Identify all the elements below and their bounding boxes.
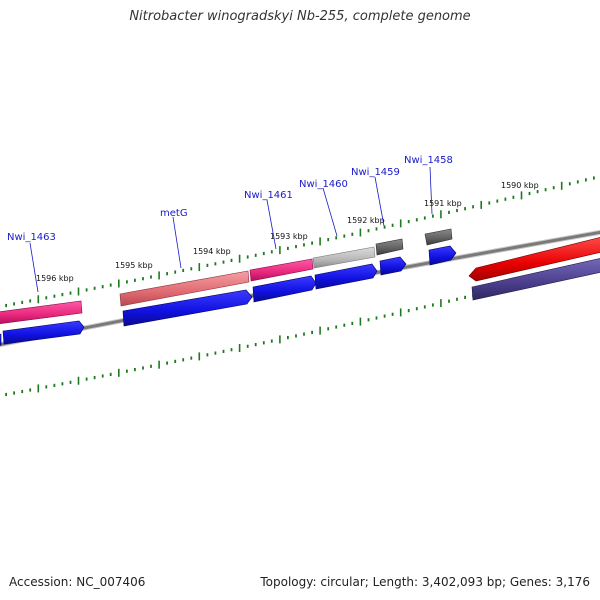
cds-arrow-nwi-1458[interactable] <box>428 245 457 266</box>
ruler-label-1593: 1593 kbp <box>270 232 308 241</box>
ruler-ticks-upper <box>5 176 595 308</box>
cds-arrow-edge[interactable] <box>0 333 2 346</box>
cds-arrow-nwi-1460[interactable] <box>314 263 378 290</box>
gene-arrow[interactable] <box>312 246 376 269</box>
cds-arrow-nwi-1459[interactable] <box>379 256 407 276</box>
leader-nwi-1460 <box>322 187 338 237</box>
leader-nwi-1459 <box>374 176 385 227</box>
gene-arrow[interactable] <box>375 238 404 256</box>
gene-arrow[interactable] <box>0 300 83 325</box>
gene-label-nwi-1459[interactable]: Nwi_1459 <box>351 167 400 178</box>
gene-arrow[interactable] <box>468 237 600 282</box>
gene-feature-metg[interactable] <box>119 270 250 307</box>
gene-feature-nwi-1460[interactable] <box>312 246 376 269</box>
leader-nwi-1463 <box>29 242 39 293</box>
gene-feature-nwi-1458[interactable] <box>424 228 453 246</box>
gene-feature-nwi-1459[interactable] <box>375 238 404 256</box>
gene-feature-nwi-1463[interactable] <box>0 300 83 325</box>
accession-text: Accession: NC_007406 <box>9 575 146 589</box>
genome-summary-text: Topology: circular; Length: 3,402,093 bp… <box>260 575 590 589</box>
leader-nwi-1458 <box>429 166 433 215</box>
gene-label-nwi-1461[interactable]: Nwi_1461 <box>244 190 293 201</box>
ruler-label-1595: 1595 kbp <box>115 261 153 270</box>
label-leader-lines <box>29 166 433 293</box>
leader-metg <box>172 216 182 269</box>
ruler-label-1596: 1596 kbp <box>36 274 74 283</box>
gene-feature-red[interactable] <box>468 237 600 282</box>
gene-label-metg[interactable]: metG <box>160 208 188 219</box>
ruler-label-1590: 1590 kbp <box>501 181 539 190</box>
ruler-label-1594: 1594 kbp <box>193 247 231 256</box>
gene-feature-purple[interactable] <box>471 258 600 301</box>
gene-arrow[interactable] <box>424 228 453 246</box>
gene-feature-nwi-1461[interactable] <box>249 258 314 282</box>
ruler-label-1591: 1591 kbp <box>424 199 462 208</box>
gene-label-nwi-1463[interactable]: Nwi_1463 <box>7 232 56 243</box>
gene-arrow[interactable] <box>119 270 250 307</box>
cds-arrow-metg[interactable] <box>122 289 253 327</box>
cds-arrow-nwi-1463[interactable] <box>2 320 85 345</box>
gene-label-nwi-1460[interactable]: Nwi_1460 <box>299 179 348 190</box>
cds-arrow-nwi-1461[interactable] <box>252 275 317 303</box>
gene-arrow[interactable] <box>249 258 314 282</box>
ruler-label-1592: 1592 kbp <box>347 216 385 225</box>
map-title: Nitrobacter winogradskyi Nb-255, complet… <box>129 9 471 24</box>
gene-label-nwi-1458[interactable]: Nwi_1458 <box>404 155 453 166</box>
leader-nwi-1461 <box>266 199 277 250</box>
